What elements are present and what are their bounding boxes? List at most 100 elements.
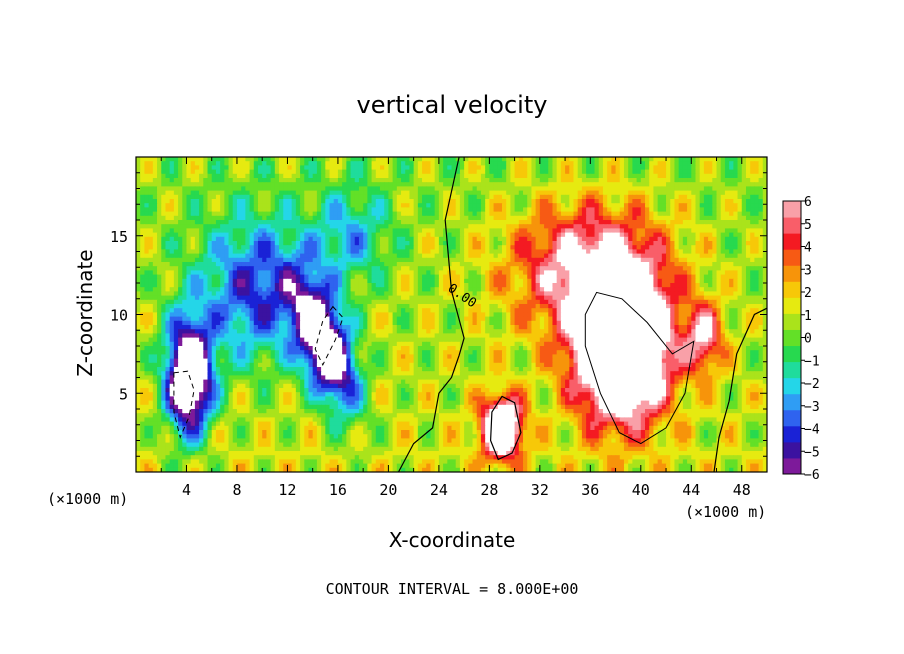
field-cell	[598, 249, 604, 255]
field-cell	[148, 274, 154, 280]
field-cell	[518, 232, 524, 238]
field-cell	[674, 253, 680, 259]
field-cell	[220, 270, 225, 276]
field-cell	[649, 211, 655, 217]
field-cell	[645, 241, 650, 246]
field-cell	[674, 270, 680, 276]
field-cell	[678, 241, 684, 246]
field-cell	[459, 211, 465, 217]
field-cell	[653, 262, 659, 267]
field-cell	[565, 194, 570, 200]
field-cell	[459, 236, 465, 242]
field-cell	[762, 169, 767, 175]
field-cell	[308, 262, 314, 267]
field-cell	[417, 194, 423, 200]
field-cell	[741, 228, 747, 234]
field-cell	[632, 266, 638, 271]
field-cell	[455, 173, 461, 179]
field-cell	[573, 262, 579, 267]
field-cell	[447, 186, 453, 192]
field-cell	[468, 262, 474, 267]
field-cell	[300, 186, 305, 192]
field-cell	[199, 220, 204, 225]
field-cell	[215, 236, 221, 242]
field-cell	[346, 173, 352, 179]
field-cell	[666, 220, 671, 225]
field-cell	[178, 241, 183, 246]
field-cell	[628, 232, 633, 238]
field-cell	[615, 270, 621, 276]
field-cell	[224, 169, 230, 175]
field-cell	[136, 257, 141, 263]
field-cell	[325, 266, 331, 271]
field-cell	[144, 157, 150, 162]
field-cell	[401, 291, 406, 297]
field-cell	[548, 266, 554, 271]
field-cell	[236, 173, 242, 179]
field-cell	[560, 245, 566, 250]
field-cell	[733, 203, 739, 208]
field-cell	[514, 236, 520, 242]
field-cell	[173, 278, 179, 284]
field-cell	[472, 278, 478, 284]
field-cell	[523, 253, 528, 259]
field-cell	[699, 291, 705, 297]
field-cell	[518, 211, 524, 217]
field-cell	[144, 278, 150, 284]
field-cell	[249, 270, 255, 276]
field-cell	[518, 262, 524, 267]
field-cell	[464, 278, 469, 284]
field-cell	[594, 241, 600, 246]
field-cell	[598, 186, 604, 192]
field-cell	[228, 295, 234, 301]
field-cell	[274, 161, 280, 166]
field-cell	[199, 199, 204, 204]
field-cell	[577, 283, 583, 288]
field-cell	[211, 228, 217, 234]
field-cell	[236, 220, 242, 225]
field-cell	[611, 199, 617, 204]
field-cell	[245, 291, 251, 297]
field-cell	[552, 194, 558, 200]
field-cell	[682, 203, 688, 208]
field-cell	[687, 257, 692, 263]
field-cell	[586, 270, 591, 276]
field-cell	[207, 228, 213, 234]
field-cell	[346, 241, 352, 246]
field-cell	[333, 199, 339, 204]
field-cell	[413, 169, 419, 175]
field-cell	[316, 262, 322, 267]
field-cell	[148, 283, 154, 288]
field-cell	[363, 228, 368, 234]
field-cell	[316, 194, 322, 200]
field-cell	[333, 211, 339, 217]
field-cell	[228, 236, 234, 242]
field-cell	[211, 173, 217, 179]
field-cell	[640, 165, 646, 171]
field-cell	[527, 169, 533, 175]
field-cell	[687, 215, 692, 221]
field-cell	[270, 249, 276, 255]
field-cell	[447, 291, 453, 297]
field-cell	[249, 161, 255, 166]
field-cell	[619, 274, 625, 280]
field-cell	[169, 266, 175, 271]
field-cell	[573, 165, 579, 171]
field-cell	[724, 266, 730, 271]
field-cell	[455, 211, 461, 217]
field-cell	[434, 274, 440, 280]
field-cell	[144, 182, 150, 187]
field-cell	[691, 165, 697, 171]
field-cell	[539, 215, 545, 221]
field-cell	[203, 241, 209, 246]
field-cell	[594, 236, 600, 242]
field-cell	[451, 169, 457, 175]
field-cell	[737, 274, 743, 280]
field-cell	[480, 199, 486, 204]
field-cell	[253, 224, 259, 229]
field-cell	[472, 257, 478, 263]
field-cell	[745, 266, 751, 271]
field-cell	[649, 274, 655, 280]
field-cell	[729, 245, 734, 250]
field-cell	[333, 165, 339, 171]
